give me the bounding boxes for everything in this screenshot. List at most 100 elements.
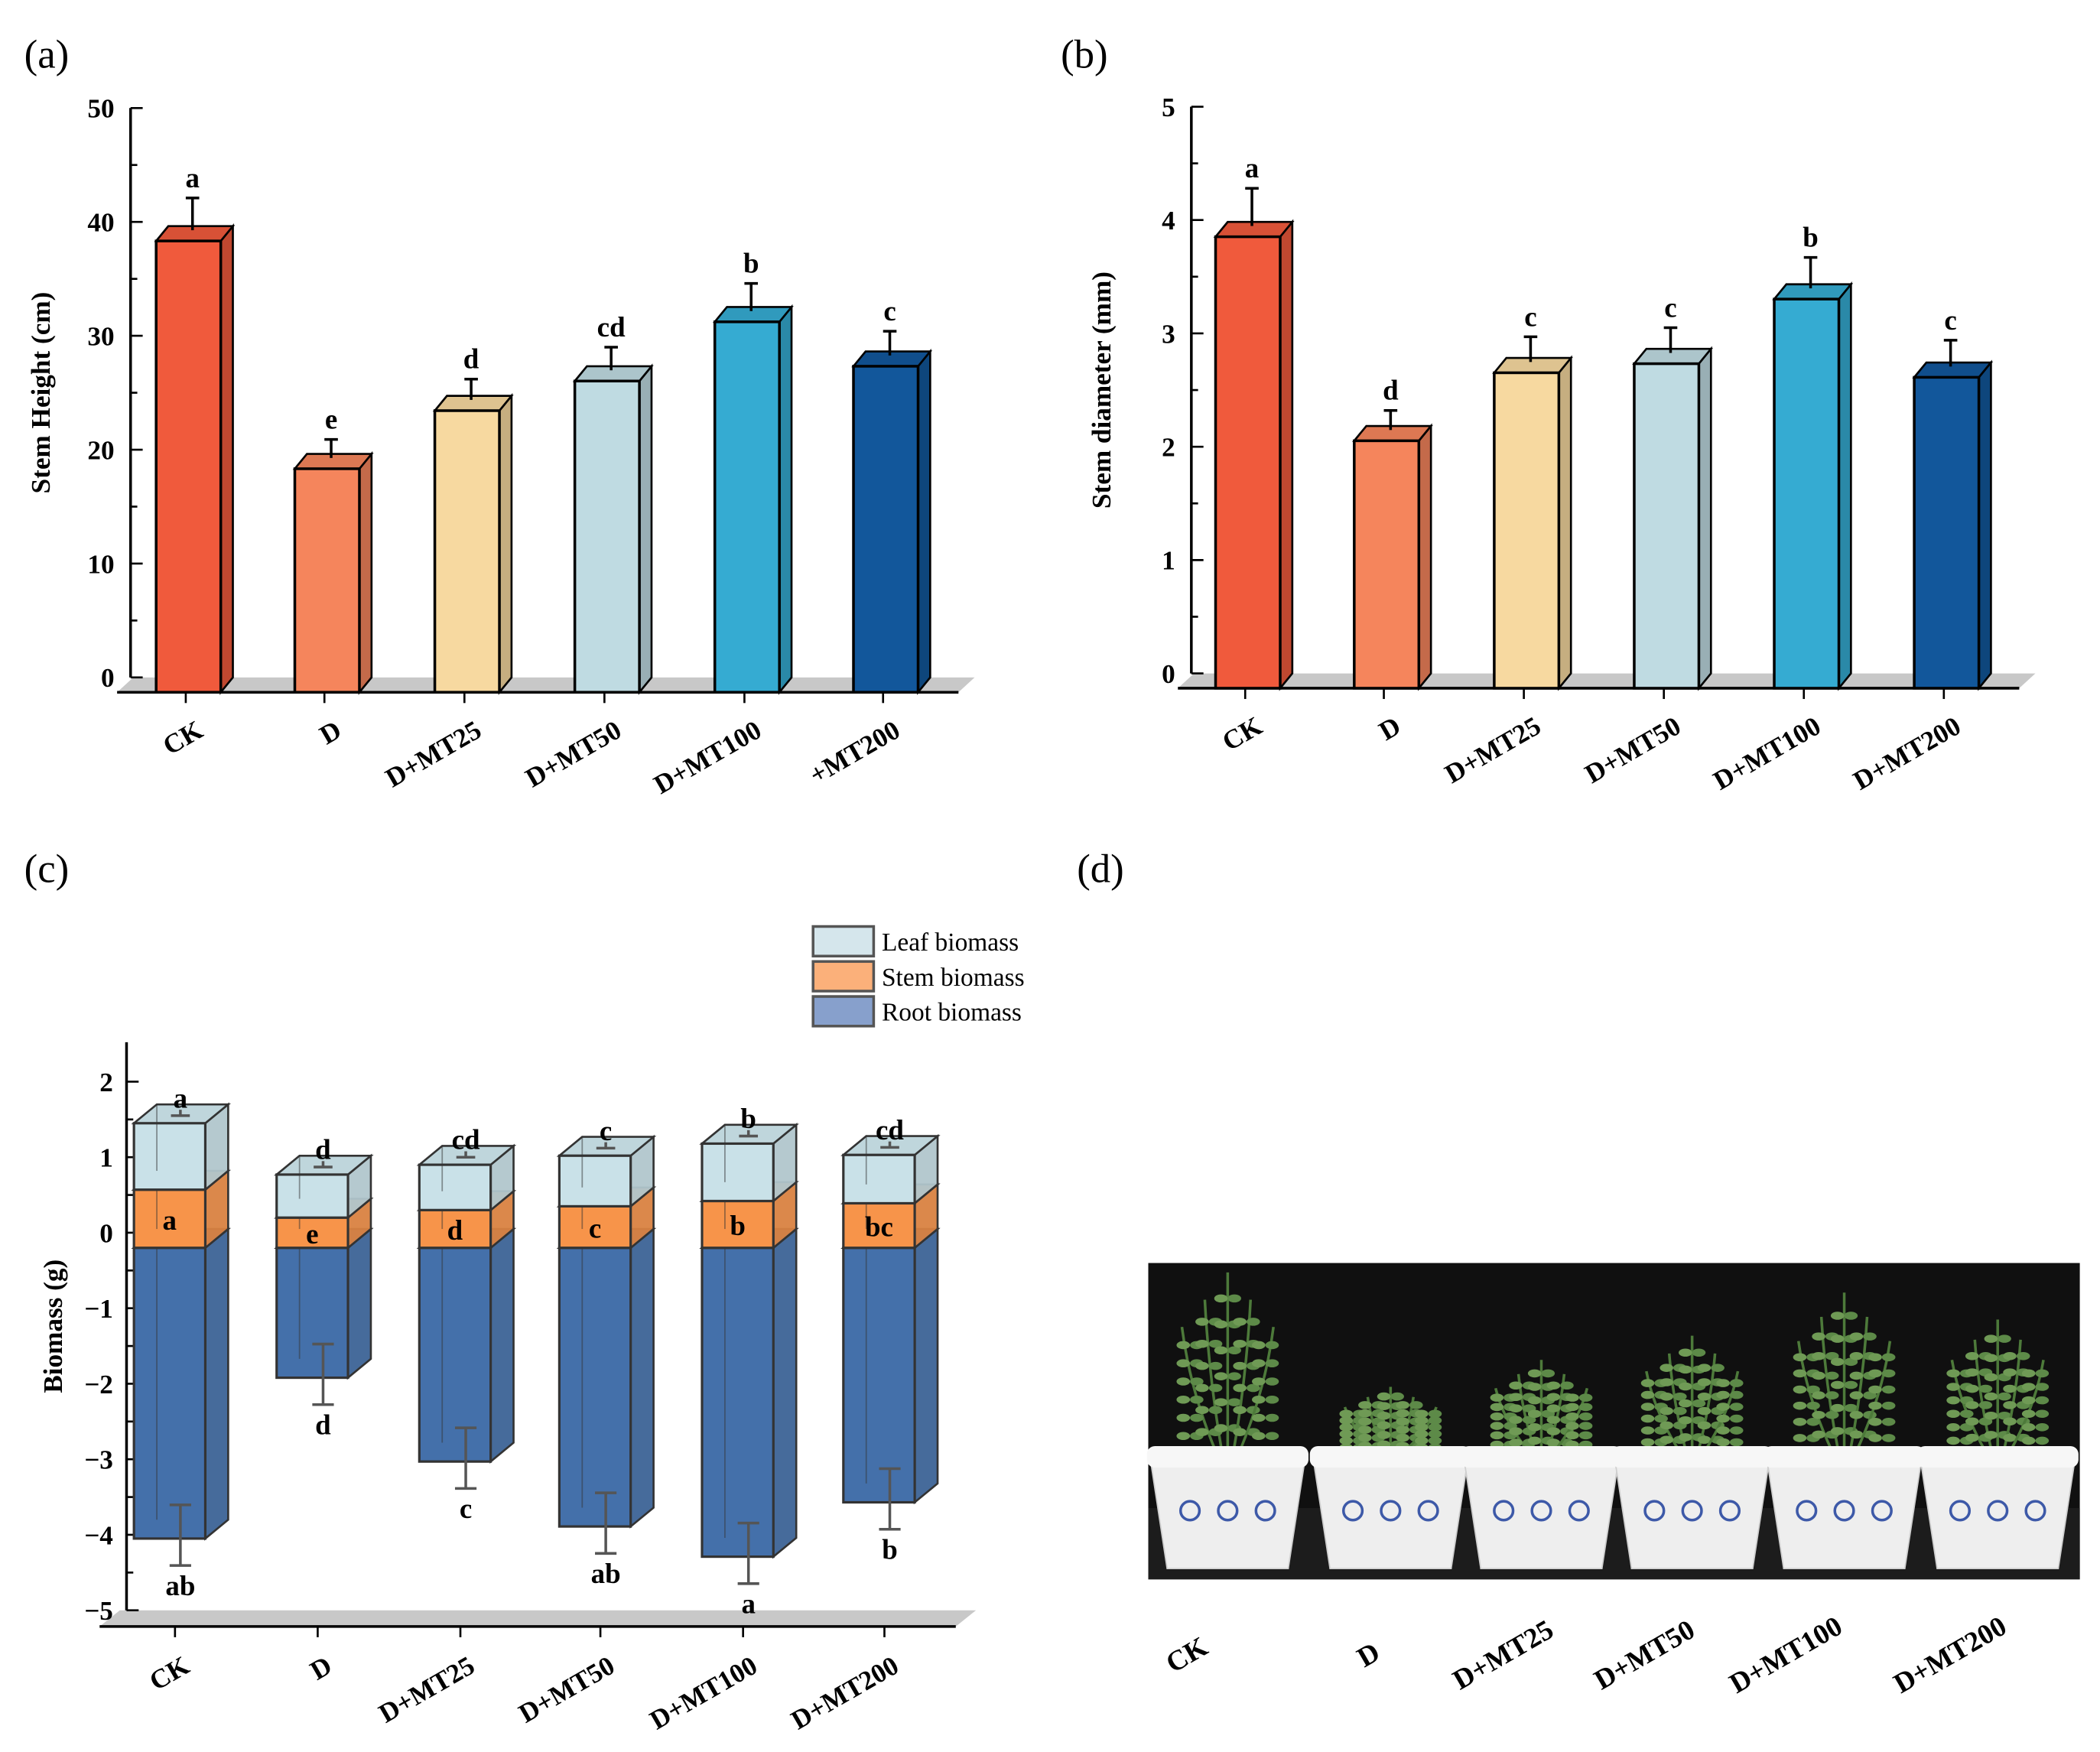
leaf xyxy=(1428,1436,1442,1445)
pot-pattern xyxy=(1178,1500,1201,1522)
leaf xyxy=(1640,1414,1655,1423)
leaf xyxy=(1965,1384,1979,1393)
leaf xyxy=(1849,1352,1864,1360)
leaf xyxy=(1546,1427,1561,1435)
y-tick-label: 2 xyxy=(99,1068,113,1097)
leaf xyxy=(2021,1396,2036,1405)
leaf xyxy=(1527,1383,1542,1391)
leaf xyxy=(1396,1409,1409,1418)
root-significance-letter: ab xyxy=(165,1570,195,1601)
leaf-significance-letter: c xyxy=(600,1115,612,1146)
leaf xyxy=(1793,1401,1807,1410)
leaf xyxy=(1490,1403,1504,1412)
leaf xyxy=(1697,1435,1712,1445)
leaf xyxy=(1679,1348,1692,1357)
y-tick-label: 10 xyxy=(87,549,114,579)
leaf xyxy=(1697,1393,1712,1401)
significance-letter: c xyxy=(1664,291,1676,323)
leaf xyxy=(1578,1393,1593,1402)
root-bar xyxy=(842,1247,916,1504)
leaf xyxy=(1640,1438,1655,1447)
leaf xyxy=(1946,1396,1960,1405)
root-significance-letter: d xyxy=(315,1409,331,1440)
leaf xyxy=(1565,1412,1579,1421)
leaf xyxy=(1998,1392,2011,1401)
pot-pattern xyxy=(1568,1500,1590,1522)
leaf xyxy=(1965,1433,1979,1442)
leaf xyxy=(1849,1391,1864,1399)
leaf xyxy=(1252,1413,1266,1422)
leaf xyxy=(1716,1379,1730,1387)
y-tick-label: 5 xyxy=(1162,93,1175,122)
leaf xyxy=(1812,1371,1825,1380)
leaf xyxy=(1868,1401,1882,1410)
root-significance-letter: a xyxy=(741,1588,755,1620)
leaf-bar xyxy=(275,1173,349,1219)
stem-significance-letter: d xyxy=(447,1214,463,1246)
leaf xyxy=(1959,1409,1974,1419)
legend-label: Leaf biomass xyxy=(882,928,1019,957)
leaf xyxy=(1208,1406,1223,1415)
leaf xyxy=(1227,1294,1241,1303)
leaf xyxy=(2021,1369,2036,1378)
pot-pattern xyxy=(1949,1500,1972,1522)
leaf xyxy=(1176,1395,1191,1404)
root-bar xyxy=(701,1247,775,1559)
pot-pattern xyxy=(1681,1500,1703,1522)
leaf xyxy=(1227,1398,1241,1406)
leaf xyxy=(1830,1403,1845,1412)
leaf xyxy=(1673,1393,1687,1401)
bar xyxy=(293,467,361,694)
leaf xyxy=(1881,1434,1896,1442)
bar-side xyxy=(219,223,234,695)
stem-significance-letter: b xyxy=(730,1210,746,1241)
leaf xyxy=(1812,1352,1825,1360)
leaf xyxy=(1214,1398,1228,1406)
leaf xyxy=(1396,1425,1409,1434)
bar-side xyxy=(358,450,373,695)
leaf xyxy=(1546,1404,1561,1412)
leaf xyxy=(1358,1417,1372,1426)
bar-side xyxy=(778,304,793,695)
leaf xyxy=(2021,1383,2036,1391)
leaf xyxy=(1640,1379,1655,1387)
leaf xyxy=(1578,1403,1593,1412)
leaf xyxy=(1679,1382,1692,1391)
leaf xyxy=(1984,1334,1998,1343)
pot-pattern xyxy=(1987,1500,2009,1522)
leaf xyxy=(1358,1401,1372,1409)
leaf xyxy=(1490,1393,1504,1402)
leaf xyxy=(1868,1369,1882,1378)
leaf xyxy=(1825,1391,1839,1399)
leaf xyxy=(1214,1372,1228,1380)
leaf xyxy=(1640,1390,1655,1399)
y-axis-label: Stem Height (cm) xyxy=(26,292,56,494)
significance-letter: c xyxy=(1524,301,1536,332)
pot-pattern xyxy=(1871,1500,1893,1522)
x-tick-label: D+MT50 xyxy=(521,715,626,793)
x-tick-label: D+MT200 xyxy=(786,1650,904,1735)
leaf-significance-letter: d xyxy=(315,1133,331,1165)
leaf xyxy=(1176,1377,1191,1386)
leaf xyxy=(1881,1401,1896,1410)
leaf xyxy=(1265,1341,1279,1350)
leaf xyxy=(1868,1418,1882,1426)
bar xyxy=(1214,235,1282,690)
leaf xyxy=(1233,1339,1247,1348)
panel-label-a: (a) xyxy=(24,32,70,76)
bar xyxy=(573,379,641,694)
y-tick-label: −5 xyxy=(84,1596,113,1626)
leaf xyxy=(1358,1409,1372,1418)
leaf xyxy=(1195,1339,1209,1348)
root-bar xyxy=(132,1247,207,1540)
leaf xyxy=(1176,1359,1191,1367)
flower-pot xyxy=(1312,1453,1470,1570)
leaf xyxy=(1881,1418,1896,1426)
leaf xyxy=(1654,1414,1668,1423)
leaf xyxy=(1415,1423,1429,1432)
pot-pattern xyxy=(1254,1500,1276,1522)
leaf xyxy=(1233,1318,1247,1326)
leaf xyxy=(1565,1403,1579,1412)
leaf xyxy=(1965,1368,1979,1377)
leaf xyxy=(1415,1409,1429,1419)
